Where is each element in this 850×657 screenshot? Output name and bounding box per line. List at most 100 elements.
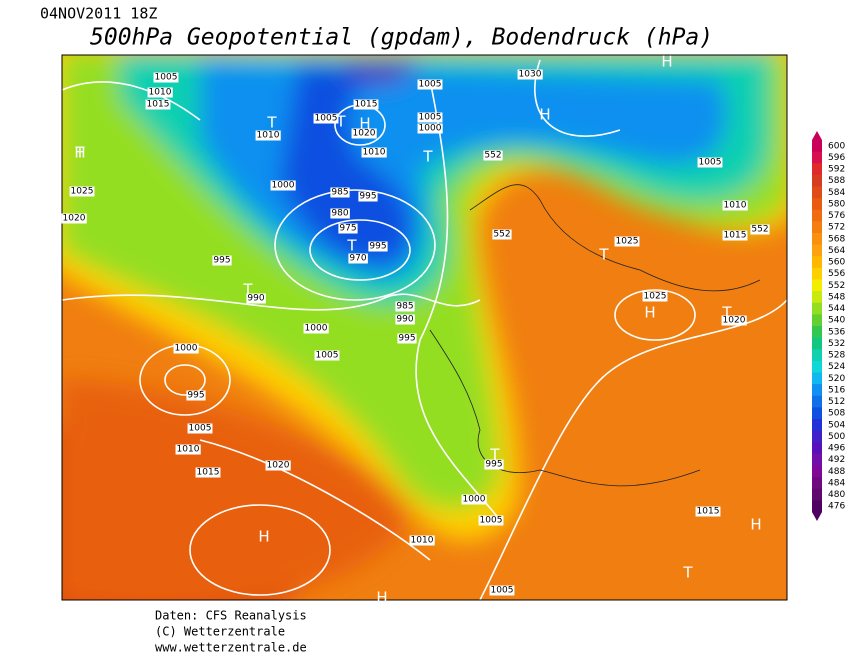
isobar-label-bg [175,444,201,455]
isobar-label: 1000 [272,181,295,191]
isobar-label-bg [397,333,417,344]
isobar-label-bg [153,72,179,83]
isobar-label-bg [461,494,487,505]
colorbar-label: 548 [828,292,845,302]
colorbar-label: 588 [828,176,845,186]
colorbar-swatch [812,186,822,199]
colorbar-label: 592 [828,165,845,175]
colorbar-swatch [812,349,822,362]
colorbar-label: 556 [828,269,845,279]
isobar-label-bg [173,343,199,354]
colorbar-swatch [812,453,822,466]
colorbar-label: 560 [828,258,845,268]
colorbar-swatch [812,314,822,327]
pressure-center: H [258,528,269,546]
isobar-label: 990 [396,315,413,325]
colorbar-label: 520 [828,374,845,384]
isobar-label-bg [722,230,748,241]
isobar-label-bg [417,112,443,123]
pressure-center: T [721,304,732,322]
isobar-label-bg [314,350,340,361]
colorbar-swatch [812,279,822,292]
colorbar-label: 572 [828,223,845,233]
colorbar-swatch [812,198,822,211]
colorbar-label: 516 [828,385,845,395]
pressure-center: T [335,113,346,131]
isobar-label: 1020 [353,129,376,139]
isobar-label-bg [417,79,443,90]
isobar-label: 1000 [463,495,486,505]
pressure-center: T [598,246,609,264]
isobar-label-bg [750,224,770,235]
isobar-label-bg [212,255,232,266]
isobar-label: 552 [484,151,501,161]
isobar-label: 1005 [419,113,442,123]
isobar-label-bg [265,460,291,471]
isobar-label: 552 [493,230,510,240]
isobar-label-bg [614,236,640,247]
colorbar-swatch [812,337,822,350]
isobar-label: 1005 [491,586,514,596]
isobar-label-bg [313,113,339,124]
pressure-center: T [489,446,500,464]
isobar-label: 1005 [315,114,338,124]
isobar-label-bg [483,150,503,161]
isobar-label-bg [484,459,504,470]
isobar-label: 1015 [724,231,747,241]
isobar-label: 995 [398,334,415,344]
colorbar-label: 484 [828,478,845,488]
colorbar-swatch [812,256,822,269]
colorbar-label: 508 [828,409,845,419]
isobar-label-bg [358,191,378,202]
isobar-label: 1020 [63,214,86,224]
isobar-label: 1030 [519,70,542,80]
pressure-center: T [266,114,277,132]
isobar-label-bg [409,535,435,546]
isobar-label-bg [270,180,296,191]
pressure-center: T [346,237,357,255]
isobar-label-bg [195,467,221,478]
colorbar-cap [812,131,822,140]
colorbar-label: 504 [828,420,845,430]
isobar-label-bg [187,423,213,434]
isobar-label: 980 [331,209,348,219]
isobar-label: 995 [359,192,376,202]
pressure-center: T [74,144,85,162]
pressure-center: H [74,144,85,162]
isobar-label: 970 [349,254,366,264]
colorbar-label: 480 [828,490,845,500]
isobar-label: 1005 [316,351,339,361]
pressure-center: H [359,115,370,133]
map-title: 500hPa Geopotential (gpdam), Bodendruck … [90,25,713,51]
colorbar-label: 476 [828,502,845,512]
isobar-label: 1000 [305,324,328,334]
pressure-center: H [644,304,655,322]
colorbar-swatch [812,384,822,397]
isobar-label: 1005 [480,516,503,526]
colorbar-swatch [812,419,822,432]
isobar-label: 1020 [723,316,746,326]
isobar-label: 1015 [697,507,720,517]
isobar-label: 1010 [363,148,386,158]
isobar-label-bg [697,157,723,168]
isobar-label: 1020 [267,461,290,471]
isobar-label-bg [351,128,377,139]
isobar-label: 985 [331,188,348,198]
footer-copyright: (C) Wetterzentrale [155,625,285,639]
isobar-label: 995 [369,242,386,252]
colorbar-swatch [812,209,822,222]
isobar-label-bg [186,390,206,401]
isobar-label: 1005 [189,424,212,434]
colorbar-swatch [812,395,822,408]
colorbar-label: 584 [828,188,845,198]
colorbar-label: 564 [828,246,845,256]
colorbar-label: 544 [828,304,845,314]
footer-source: Daten: CFS Reanalysis [155,609,307,623]
isobar-label-bg [361,147,387,158]
colorbar-swatch [812,221,822,234]
isobar-label: 552 [751,225,768,235]
colorbar-swatch [812,488,822,501]
colorbar-label: 532 [828,339,845,349]
isobar-label: 1010 [149,88,172,98]
